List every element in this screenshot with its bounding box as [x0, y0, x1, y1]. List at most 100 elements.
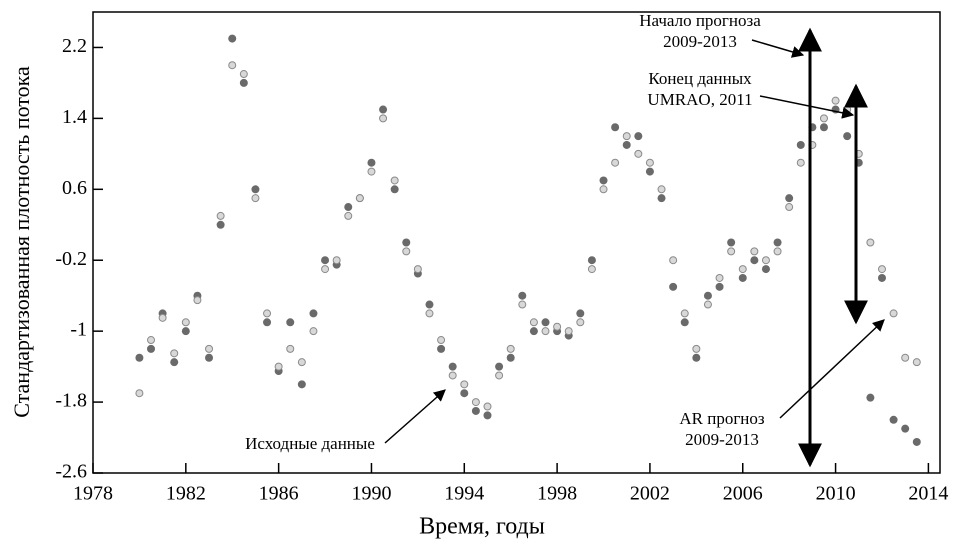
x-tick-label: 2002: [630, 483, 670, 505]
data-point: [251, 194, 260, 203]
y-tick-label: 2.2: [62, 35, 87, 57]
data-point: [158, 313, 167, 322]
data-point: [587, 256, 596, 265]
annotation: 2009-2013: [663, 32, 737, 51]
x-tick-label: 1998: [537, 483, 577, 505]
data-point: [715, 282, 724, 291]
x-tick-label: 1978: [73, 483, 113, 505]
data-point: [703, 300, 712, 309]
data-point: [460, 380, 469, 389]
data-point: [495, 371, 504, 380]
data-point: [170, 358, 179, 367]
data-point: [344, 203, 353, 212]
data-point: [599, 176, 608, 185]
data-point: [193, 296, 202, 305]
data-point: [703, 291, 712, 300]
plot-frame: [92, 11, 941, 474]
y-tick-label: 0.6: [62, 177, 87, 199]
data-point: [819, 123, 828, 132]
data-point: [773, 238, 782, 247]
y-tick-label: -0.2: [55, 248, 87, 270]
data-point: [727, 247, 736, 256]
data-point: [599, 185, 608, 194]
data-point: [715, 273, 724, 282]
data-point: [216, 220, 225, 229]
data-point: [611, 123, 620, 132]
data-point: [425, 300, 434, 309]
y-tick-label: 1.4: [62, 106, 87, 128]
data-point: [379, 114, 388, 123]
data-point: [529, 318, 538, 327]
data-point: [460, 389, 469, 398]
data-point: [680, 309, 689, 318]
data-point: [889, 415, 898, 424]
data-point: [309, 327, 318, 336]
data-point: [819, 114, 828, 123]
data-point: [483, 411, 492, 420]
data-point: [796, 158, 805, 167]
x-tick-label: 2014: [908, 483, 948, 505]
data-point: [181, 318, 190, 327]
data-point: [889, 309, 898, 318]
x-tick-label: 1982: [166, 483, 206, 505]
x-tick-label: 2010: [816, 483, 856, 505]
data-point: [843, 132, 852, 141]
data-point: [692, 353, 701, 362]
data-point: [634, 132, 643, 141]
data-point: [297, 380, 306, 389]
data-point: [622, 140, 631, 149]
annotation: Начало прогноза: [639, 11, 761, 30]
y-tick-label: -1.8: [55, 390, 87, 412]
data-point: [390, 185, 399, 194]
data-point: [912, 358, 921, 367]
x-tick-label: 1986: [259, 483, 299, 505]
data-point: [135, 389, 144, 398]
data-point: [773, 247, 782, 256]
data-point: [785, 203, 794, 212]
data-point: [669, 256, 678, 265]
data-point: [541, 327, 550, 336]
data-point: [738, 273, 747, 282]
data-point: [216, 211, 225, 220]
data-point: [251, 185, 260, 194]
data-point: [448, 362, 457, 371]
data-point: [471, 406, 480, 415]
data-point: [274, 362, 283, 371]
data-point: [355, 194, 364, 203]
annotation: Конец данных: [648, 69, 752, 88]
x-tick-label: 2006: [723, 483, 763, 505]
data-point: [727, 238, 736, 247]
data-point: [877, 273, 886, 282]
data-point: [785, 194, 794, 203]
data-point: [181, 327, 190, 336]
data-point: [437, 336, 446, 345]
data-point: [576, 318, 585, 327]
data-point: [367, 158, 376, 167]
data-point: [901, 424, 910, 433]
data-point: [321, 256, 330, 265]
data-point: [645, 158, 654, 167]
data-point: [239, 70, 248, 79]
annotation: 2009-2013: [685, 430, 759, 449]
y-tick-label: -1: [70, 319, 87, 341]
data-point: [321, 265, 330, 274]
data-point: [425, 309, 434, 318]
data-point: [228, 34, 237, 43]
data-point: [750, 256, 759, 265]
data-point: [645, 167, 654, 176]
data-point: [205, 344, 214, 353]
data-point: [390, 176, 399, 185]
data-point: [297, 358, 306, 367]
data-point: [634, 149, 643, 158]
data-point: [831, 96, 840, 105]
data-point: [135, 353, 144, 362]
data-point: [541, 318, 550, 327]
annotation: Исходные данные: [245, 434, 375, 453]
annotation: UMRAO, 2011: [647, 90, 752, 109]
data-point: [495, 362, 504, 371]
data-point: [866, 238, 875, 247]
data-point: [657, 194, 666, 203]
data-point: [367, 167, 376, 176]
data-point: [309, 309, 318, 318]
